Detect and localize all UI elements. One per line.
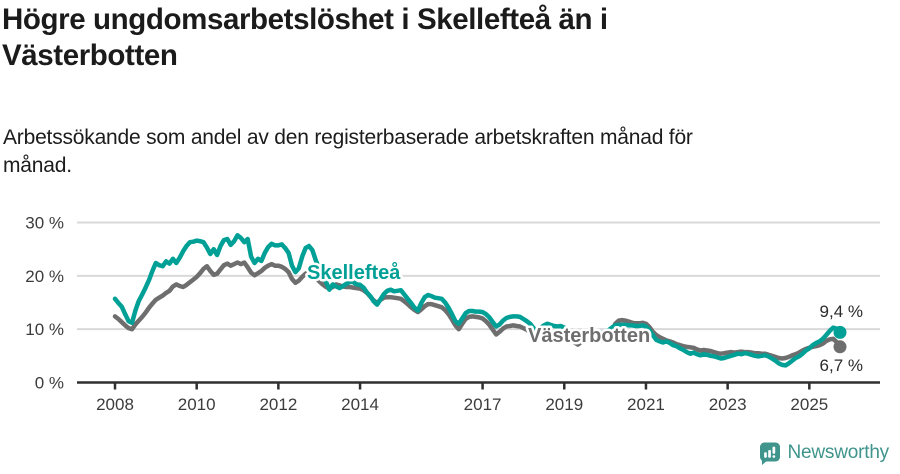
brand-name: Newsworthy — [787, 442, 890, 463]
series-end-dot-vasterbotten — [833, 340, 847, 354]
brand-footer: Newsworthy — [759, 441, 889, 465]
series-label-skelleftea: Skellefteå — [307, 261, 401, 284]
x-axis-tick-label: 2021 — [627, 395, 665, 414]
chart-subtitle-line1: Arbetssökande som andel av den registerb… — [3, 126, 693, 149]
series-line-vasterbotten — [112, 260, 843, 361]
chart-subtitle: Arbetssökande som andel av den registerb… — [3, 124, 863, 180]
x-axis-tick-label: 2014 — [341, 395, 379, 414]
y-axis-tick-label: 0 % — [35, 374, 64, 393]
y-axis-tick-label: 10 % — [25, 320, 64, 339]
chart-subtitle-line2: månad. — [3, 154, 72, 177]
y-axis-tick-label: 30 % — [25, 214, 64, 233]
series-end-dot-skelleftea — [833, 325, 847, 339]
x-axis-tick-label: 2019 — [545, 395, 583, 414]
x-axis-tick-label: 2025 — [790, 395, 828, 414]
series-line-skelleftea — [112, 233, 843, 368]
x-axis-tick-label: 2008 — [96, 395, 134, 414]
y-axis-tick-label: 20 % — [25, 267, 64, 286]
newsworthy-logo-icon — [759, 442, 780, 465]
x-axis-tick-label: 2023 — [709, 395, 747, 414]
series-label-vasterbotten: Västerbotten — [528, 325, 650, 347]
page-title: Högre ungdomsarbetslöshet i Skellefteå ä… — [2, 2, 882, 74]
x-axis-tick-label: 2010 — [178, 395, 216, 414]
page-title-line1: Högre ungdomsarbetslöshet i Skellefteå ä… — [2, 3, 608, 36]
x-axis-tick-label: 2017 — [464, 395, 502, 414]
page-title-line2: Västerbotten — [2, 39, 178, 72]
series-end-value-vasterbotten: 6,7 % — [820, 356, 863, 375]
x-axis-tick-label: 2012 — [259, 395, 297, 414]
series-end-value-skelleftea: 9,4 % — [820, 302, 863, 321]
